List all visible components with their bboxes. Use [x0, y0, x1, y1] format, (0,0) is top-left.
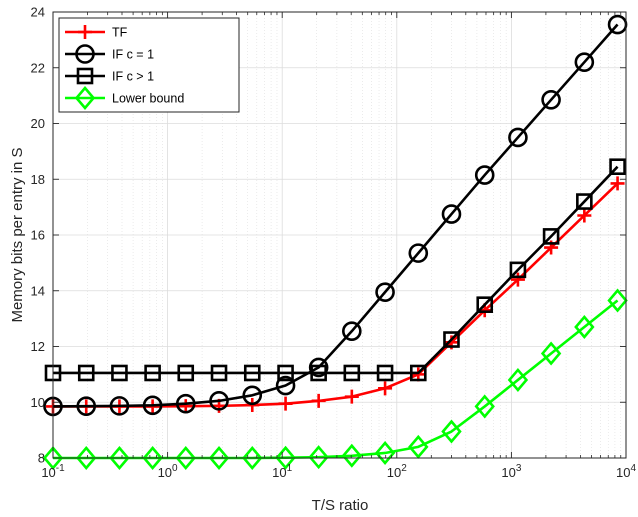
y-tick-label: 22 — [31, 60, 45, 75]
x-tick-label: 101 — [272, 463, 292, 480]
point-lower-bound — [275, 445, 296, 470]
point-if-c-1 — [574, 52, 595, 72]
point-lower-bound — [408, 434, 429, 459]
legend-marker-if-c-1 — [75, 44, 95, 64]
point-lower-bound — [441, 419, 462, 444]
axis-ticks — [52, 11, 627, 459]
point-if-c-1 — [177, 364, 195, 382]
point-if-c-1 — [275, 375, 296, 396]
point-if-c-1 — [308, 357, 329, 378]
point-if-c-1 — [409, 364, 427, 382]
point-if-c-1 — [376, 364, 394, 382]
point-if-c-1 — [375, 282, 395, 302]
y-axis-title: Memory bits per entry in S — [9, 147, 26, 322]
point-if-c-1 — [76, 396, 97, 416]
line-if-c-1 — [53, 165, 619, 375]
legend-label-tf: TF — [112, 26, 128, 40]
y-tick-label: 24 — [31, 5, 45, 20]
point-lower-bound — [540, 341, 562, 366]
legend-label-lower-bound: Lower bound — [112, 92, 184, 106]
point-if-c-1 — [576, 193, 593, 210]
point-if-c-1 — [609, 158, 626, 176]
point-if-c-1 — [77, 364, 95, 382]
point-lower-bound — [76, 445, 97, 471]
point-tf — [510, 272, 525, 287]
legend: TF IF c = 1 IF c > 1 Lower bound — [58, 17, 240, 113]
y-tick-label: 12 — [31, 339, 45, 354]
point-if-c-1 — [508, 127, 528, 148]
point-if-c-1 — [443, 331, 460, 348]
point-tf — [577, 208, 592, 223]
point-if-c-1 — [243, 364, 261, 382]
legend-box — [58, 17, 240, 113]
point-if-c-1 — [343, 364, 361, 382]
x-tick-label: 10-1 — [41, 463, 65, 480]
point-if-c-1 — [210, 364, 228, 382]
point-lower-bound — [474, 394, 495, 419]
point-if-c-1 — [509, 261, 527, 279]
point-lower-bound — [341, 443, 363, 468]
point-lower-bound — [308, 445, 329, 470]
point-tf — [344, 389, 359, 404]
point-if-c-1 — [474, 165, 495, 185]
point-if-c-1 — [242, 385, 263, 406]
point-lower-bound — [574, 314, 595, 339]
point-lower-bound — [175, 445, 196, 471]
y-tick-label: 18 — [31, 172, 45, 187]
point-lower-bound — [242, 445, 263, 471]
point-lower-bound — [374, 440, 396, 465]
legend-marker-tf — [78, 25, 92, 39]
point-if-c-1 — [111, 364, 128, 382]
x-tick-label: 104 — [616, 463, 636, 480]
point-if-c-1 — [441, 204, 462, 224]
point-tf — [178, 399, 193, 414]
point-if-c-1 — [277, 364, 294, 382]
x-tick-label: 102 — [387, 463, 407, 480]
point-lower-bound — [208, 445, 230, 471]
tick-labels: 10-1 100 101 102 103 104 8 10 12 14 16 18 20 22 24 — [31, 5, 637, 481]
point-if-c-1 — [542, 228, 560, 245]
point-if-c-1 — [209, 391, 229, 411]
legend-marker-if-c-1 — [76, 67, 94, 85]
point-tf — [378, 381, 393, 396]
series-if-c-1 — [43, 14, 628, 417]
point-tf — [278, 396, 293, 411]
point-if-c-1 — [408, 243, 429, 263]
y-tick-label: 14 — [31, 283, 45, 298]
point-lower-bound — [142, 445, 163, 471]
point-lower-bound — [109, 445, 130, 471]
x-tick-label: 100 — [158, 463, 178, 480]
y-tick-label: 16 — [31, 228, 45, 243]
point-if-c-1 — [142, 395, 163, 416]
y-tick-label: 10 — [31, 395, 45, 410]
point-if-c-1 — [109, 396, 130, 416]
x-tick-label: 103 — [501, 463, 521, 480]
point-if-c-1 — [541, 90, 561, 110]
point-tf — [610, 176, 625, 191]
point-if-c-1 — [342, 321, 362, 341]
x-axis-title: T/S ratio — [312, 497, 369, 514]
y-tick-label: 8 — [38, 451, 45, 466]
point-if-c-1 — [175, 393, 196, 414]
point-lower-bound — [42, 445, 64, 471]
point-tf — [311, 393, 326, 408]
point-lower-bound — [507, 367, 529, 392]
series-layer — [42, 14, 628, 471]
point-if-c-1 — [476, 296, 494, 313]
y-tick-label: 20 — [31, 116, 45, 131]
legend-label-if-c-1: IF c = 1 — [112, 48, 154, 62]
legend-label-if-c-1: IF c > 1 — [112, 70, 154, 84]
point-if-c-1 — [144, 364, 161, 382]
point-lower-bound — [607, 288, 628, 313]
legend-marker-lower-bound — [74, 85, 96, 111]
